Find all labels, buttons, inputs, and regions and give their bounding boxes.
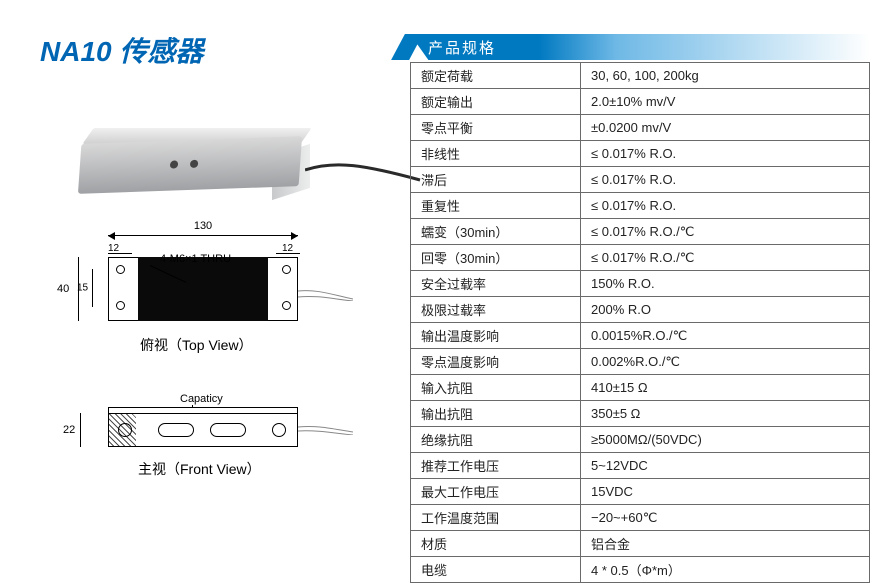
spec-key: 输入抗阻	[411, 375, 581, 401]
spec-value: 15VDC	[581, 479, 870, 505]
table-row: 极限过载率200% R.O	[411, 297, 870, 323]
table-row: 滞后≤ 0.017% R.O.	[411, 167, 870, 193]
spec-header-text: 产品规格	[428, 37, 496, 58]
spec-key: 极限过载率	[411, 297, 581, 323]
spec-value: 150% R.O.	[581, 271, 870, 297]
spec-value: ≤ 0.017% R.O.	[581, 141, 870, 167]
dim-hole-pitch: 15	[77, 283, 88, 294]
dim-height: 40	[57, 283, 69, 295]
spec-key: 额定荷载	[411, 63, 581, 89]
spec-key: 绝缘抗阻	[411, 427, 581, 453]
product-photo	[40, 100, 380, 220]
page-title: NA10 传感器	[40, 30, 203, 70]
table-row: 最大工作电压15VDC	[411, 479, 870, 505]
table-row: 推荐工作电压5~12VDC	[411, 453, 870, 479]
spec-value: 0.002%R.O./℃	[581, 349, 870, 375]
spec-value: 5~12VDC	[581, 453, 870, 479]
spec-value: ≤ 0.017% R.O.	[581, 193, 870, 219]
table-row: 绝缘抗阻 ≥5000MΩ/(50VDC)	[411, 427, 870, 453]
spec-value: ≥5000MΩ/(50VDC)	[581, 427, 870, 453]
table-row: 材质铝合金	[411, 531, 870, 557]
spec-value: 铝合金	[581, 531, 870, 557]
cable-icon	[305, 160, 425, 200]
table-row: 额定输出2.0±10% mv/V	[411, 89, 870, 115]
dim-width: 130	[191, 220, 215, 232]
spec-key: 材质	[411, 531, 581, 557]
spec-key: 回零（30min）	[411, 245, 581, 271]
top-view-drawing: 130 12 12 4-M6×1 THRU 40 15 俯视（Top View）	[50, 235, 350, 375]
spec-key: 重复性	[411, 193, 581, 219]
table-row: 非线性≤ 0.017% R.O.	[411, 141, 870, 167]
spec-value: −20~+60℃	[581, 505, 870, 531]
table-row: 安全过载率150% R.O.	[411, 271, 870, 297]
spec-value: 30, 60, 100, 200kg	[581, 63, 870, 89]
spec-value: ≤ 0.017% R.O.	[581, 167, 870, 193]
table-row: 零点平衡 ±0.0200 mv/V	[411, 115, 870, 141]
front-view-label: 主视（Front View）	[138, 459, 261, 479]
dim-thickness: 22	[63, 424, 75, 436]
spec-table: 额定荷载30, 60, 100, 200kg额定输出2.0±10% mv/V零点…	[410, 62, 870, 583]
table-row: 输出抗阻350±5 Ω	[411, 401, 870, 427]
table-row: 工作温度范围−20~+60℃	[411, 505, 870, 531]
table-row: 输入抗阻410±15 Ω	[411, 375, 870, 401]
spec-key: 推荐工作电压	[411, 453, 581, 479]
table-row: 重复性≤ 0.017% R.O.	[411, 193, 870, 219]
spec-key: 额定输出	[411, 89, 581, 115]
front-view-drawing: Capaticy 22 主视（Front View）	[50, 395, 350, 515]
spec-value: 200% R.O	[581, 297, 870, 323]
spec-header: 产品规格	[410, 34, 870, 60]
hole-callout: 4-M6×1 THRU	[160, 253, 231, 265]
spec-key: 最大工作电压	[411, 479, 581, 505]
spec-key: 滞后	[411, 167, 581, 193]
table-row: 输出温度影响0.0015%R.O./℃	[411, 323, 870, 349]
spec-key: 零点平衡	[411, 115, 581, 141]
spec-key: 零点温度影响	[411, 349, 581, 375]
spec-key: 工作温度范围	[411, 505, 581, 531]
spec-value: 0.0015%R.O./℃	[581, 323, 870, 349]
spec-value: ±0.0200 mv/V	[581, 115, 870, 141]
spec-key: 输出抗阻	[411, 401, 581, 427]
spec-key: 非线性	[411, 141, 581, 167]
table-row: 蠕变（30min）≤ 0.017% R.O./℃	[411, 219, 870, 245]
spec-key: 输出温度影响	[411, 323, 581, 349]
spec-key: 蠕变（30min）	[411, 219, 581, 245]
capacity-label: Capaticy	[180, 393, 223, 405]
spec-key: 安全过载率	[411, 271, 581, 297]
spec-value: ≤ 0.017% R.O./℃	[581, 219, 870, 245]
table-row: 回零（30min）≤ 0.017% R.O./℃	[411, 245, 870, 271]
top-view-label: 俯视（Top View）	[140, 335, 253, 355]
spec-value: 2.0±10% mv/V	[581, 89, 870, 115]
table-row: 零点温度影响0.002%R.O./℃	[411, 349, 870, 375]
spec-value: 410±15 Ω	[581, 375, 870, 401]
spec-value: ≤ 0.017% R.O./℃	[581, 245, 870, 271]
table-row: 额定荷载30, 60, 100, 200kg	[411, 63, 870, 89]
spec-value: 350±5 Ω	[581, 401, 870, 427]
